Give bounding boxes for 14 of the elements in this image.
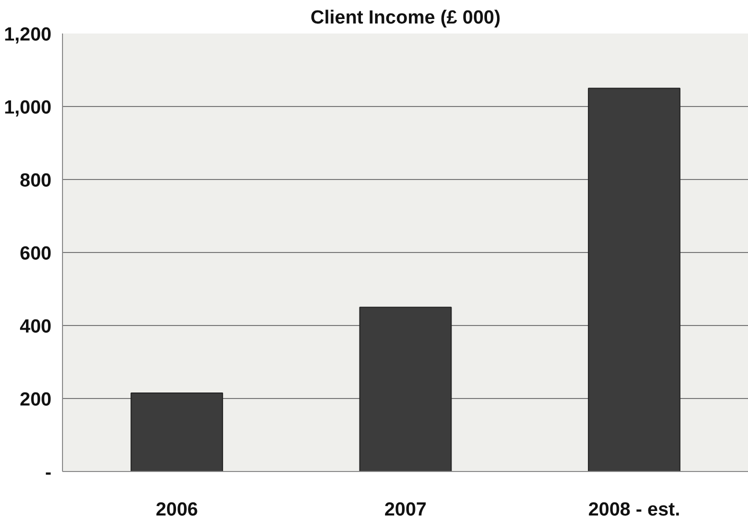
bar (130, 392, 224, 472)
bar (359, 306, 452, 472)
y-tick-label: 800 (20, 170, 52, 192)
y-tick-label: 200 (20, 390, 52, 410)
y-tick-label: 1,000 (4, 98, 52, 118)
bar (588, 88, 680, 472)
y-tick-label: 600 (20, 244, 52, 264)
chart-title: Client Income (£ 000) (310, 8, 501, 28)
y-tick-label: 400 (20, 316, 52, 338)
y-tick-label: - (45, 462, 52, 484)
x-tick-label: 2007 (384, 500, 427, 520)
x-tick-label: 2006 (156, 500, 198, 520)
x-tick-label: 2008 - est. (588, 500, 680, 520)
y-tick-label: 1,200 (4, 24, 52, 46)
